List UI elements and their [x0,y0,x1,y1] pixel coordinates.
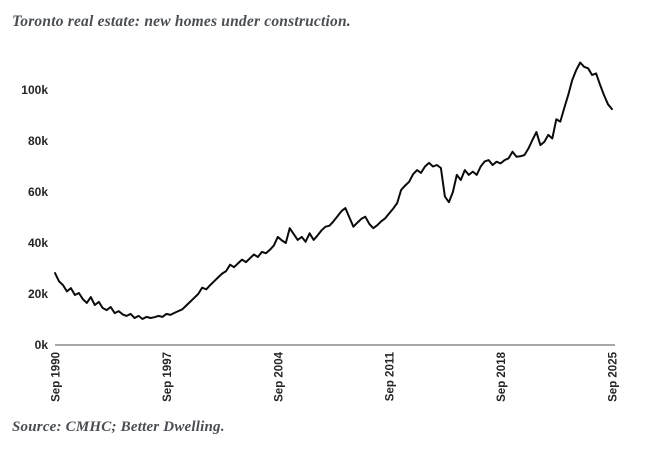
data-series-line [54,61,613,320]
source-note: Source: CMHC; Better Dwelling. [12,419,225,435]
x-axis-tick-label: Sep 1990 [51,352,63,402]
x-axis-tick-label: Sep 2025 [608,351,620,401]
x-axis-tick-label: Sep 1997 [162,352,174,402]
x-axis-tick-label: Sep 2018 [496,351,508,401]
y-axis-tick-label: 100k [21,83,48,97]
y-axis-tick-label: 80k [28,134,48,148]
y-axis-tick-label: 40k [28,236,48,250]
x-axis-tick-label: Sep 2011 [385,351,397,401]
y-axis-tick-label: 0k [35,338,49,352]
x-axis-tick-label: Sep 2004 [273,351,285,401]
y-axis-tick-label: 20k [28,287,48,301]
chart-title: Toronto real estate: new homes under con… [12,13,351,30]
y-axis-tick-label: 60k [28,185,48,199]
